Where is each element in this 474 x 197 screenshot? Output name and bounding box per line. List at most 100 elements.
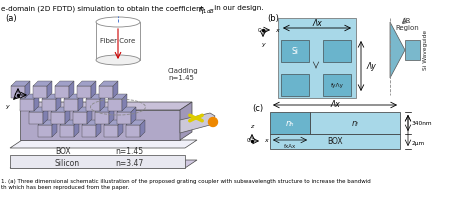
Polygon shape: [100, 94, 105, 111]
Polygon shape: [86, 99, 100, 111]
Polygon shape: [117, 112, 131, 124]
Text: n=1.45: n=1.45: [115, 148, 143, 156]
Text: z: z: [17, 83, 19, 88]
Text: x: x: [275, 28, 279, 33]
Polygon shape: [95, 112, 109, 124]
Polygon shape: [51, 107, 70, 112]
Polygon shape: [74, 120, 79, 137]
Polygon shape: [20, 110, 180, 140]
Polygon shape: [77, 86, 91, 98]
Polygon shape: [11, 81, 30, 86]
Bar: [270, 112, 310, 134]
Polygon shape: [104, 120, 123, 125]
Polygon shape: [47, 81, 52, 98]
Bar: [281, 40, 309, 62]
Text: x: x: [264, 138, 268, 143]
Polygon shape: [180, 113, 215, 133]
Polygon shape: [118, 120, 123, 137]
Polygon shape: [51, 112, 65, 124]
Polygon shape: [64, 94, 83, 99]
Text: nₗ: nₗ: [352, 119, 358, 127]
Bar: [270, 134, 400, 149]
Polygon shape: [82, 120, 101, 125]
Polygon shape: [56, 94, 61, 111]
Text: (b): (b): [267, 14, 279, 23]
Text: y: y: [5, 104, 9, 109]
Polygon shape: [10, 140, 197, 148]
Polygon shape: [55, 81, 74, 86]
Polygon shape: [99, 86, 113, 98]
Polygon shape: [20, 94, 39, 99]
Polygon shape: [109, 107, 114, 124]
Polygon shape: [65, 107, 70, 124]
Text: AR
Region: AR Region: [395, 18, 419, 31]
Text: fyΛy: fyΛy: [330, 83, 344, 87]
Text: Λx: Λx: [330, 100, 340, 109]
Polygon shape: [64, 99, 78, 111]
Text: x: x: [32, 93, 36, 98]
Text: Silicon: Silicon: [55, 160, 80, 168]
Text: n=3.47: n=3.47: [115, 160, 143, 168]
Ellipse shape: [96, 17, 140, 27]
Polygon shape: [69, 81, 74, 98]
Bar: [310, 112, 400, 134]
Bar: [278, 18, 356, 98]
Polygon shape: [10, 160, 197, 168]
Polygon shape: [96, 120, 101, 137]
Text: Cladding
n=1.45: Cladding n=1.45: [168, 68, 199, 81]
Polygon shape: [91, 81, 96, 98]
Text: Si Waveguide: Si Waveguide: [423, 30, 428, 70]
Polygon shape: [38, 125, 52, 137]
Text: in our design.: in our design.: [212, 5, 264, 11]
Polygon shape: [77, 81, 96, 86]
Polygon shape: [104, 125, 118, 137]
Text: fxAx: fxAx: [284, 144, 296, 149]
Polygon shape: [60, 125, 74, 137]
Polygon shape: [52, 120, 57, 137]
Polygon shape: [73, 112, 87, 124]
Text: nₕ: nₕ: [286, 119, 294, 127]
Polygon shape: [33, 81, 52, 86]
Polygon shape: [43, 107, 48, 124]
Polygon shape: [20, 102, 192, 110]
Bar: [323, 40, 351, 62]
Text: O: O: [258, 28, 262, 33]
Polygon shape: [140, 120, 145, 137]
Text: BOX: BOX: [55, 148, 71, 156]
Polygon shape: [87, 107, 92, 124]
Polygon shape: [11, 86, 25, 98]
Text: $\eta_{1dB}$: $\eta_{1dB}$: [198, 5, 215, 16]
Text: (a): (a): [5, 14, 17, 23]
Polygon shape: [42, 94, 61, 99]
Polygon shape: [108, 99, 122, 111]
Polygon shape: [126, 125, 140, 137]
Text: BOX: BOX: [327, 137, 343, 146]
Bar: [405, 40, 420, 60]
Text: 340nm: 340nm: [412, 121, 433, 125]
Text: y: y: [261, 42, 265, 47]
Polygon shape: [29, 112, 43, 124]
Text: Λy: Λy: [366, 61, 376, 71]
Polygon shape: [131, 107, 136, 124]
Polygon shape: [82, 125, 96, 137]
Polygon shape: [78, 94, 83, 111]
Bar: [323, 74, 351, 96]
Bar: [96, 22, 140, 60]
Polygon shape: [108, 94, 127, 99]
Text: O: O: [13, 93, 17, 98]
Polygon shape: [34, 94, 39, 111]
Polygon shape: [73, 107, 92, 112]
Polygon shape: [86, 94, 105, 99]
Polygon shape: [390, 22, 405, 78]
Text: z: z: [250, 124, 254, 129]
Polygon shape: [55, 86, 69, 98]
Polygon shape: [117, 107, 136, 112]
Text: (c): (c): [252, 104, 263, 113]
Polygon shape: [99, 81, 118, 86]
Polygon shape: [113, 81, 118, 98]
Polygon shape: [95, 107, 114, 112]
Circle shape: [209, 117, 218, 126]
Polygon shape: [60, 120, 79, 125]
Polygon shape: [25, 81, 30, 98]
Bar: [281, 74, 309, 96]
